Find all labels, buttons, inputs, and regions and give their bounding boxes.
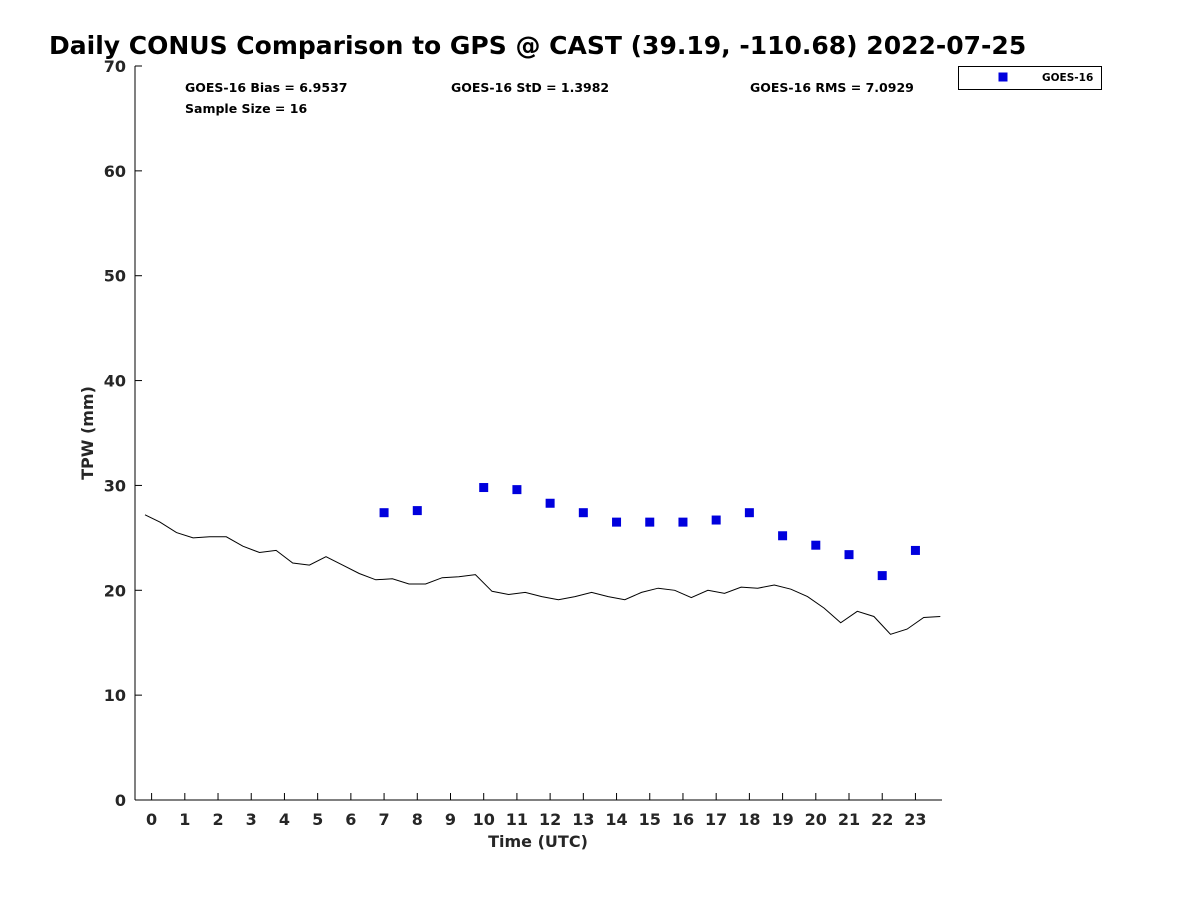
- x-tick-label: 23: [904, 810, 926, 829]
- legend-marker-goes16: [998, 72, 1008, 82]
- x-tick-label: 3: [246, 810, 257, 829]
- x-tick-label: 14: [605, 810, 627, 829]
- x-tick-label: 4: [279, 810, 290, 829]
- goes16-point: [645, 517, 655, 527]
- y-tick-label: 40: [104, 372, 126, 391]
- goes16-scatter-series: [379, 483, 920, 581]
- x-tick-label: 8: [412, 810, 423, 829]
- sample-size-stat: Sample Size = 16: [185, 101, 307, 116]
- goes16-point: [811, 540, 821, 550]
- x-tick-label: 5: [312, 810, 323, 829]
- goes16-point: [744, 508, 754, 518]
- x-tick-label: 17: [705, 810, 727, 829]
- gps-line-series: [144, 514, 941, 635]
- x-tick-label: 9: [445, 810, 456, 829]
- goes16-point: [910, 545, 920, 555]
- x-axis-ticks: 0 1 2 3 4 5 6 7 8 9 10 11 12 13 14 15 16 17 18 19 20 21 22 23: [146, 793, 927, 829]
- y-tick-label: 60: [104, 162, 126, 181]
- goes16-point: [545, 498, 555, 508]
- y-tick-label: 30: [104, 476, 126, 495]
- y-tick-label: 10: [104, 686, 126, 705]
- x-tick-label: 2: [212, 810, 223, 829]
- legend-label-goes16: GOES-16: [1042, 72, 1093, 84]
- x-tick-label: 10: [473, 810, 495, 829]
- y-axis-ticks: 0 10 20 30 40 50 60 70: [104, 57, 142, 810]
- x-tick-label: 15: [639, 810, 661, 829]
- x-tick-label: 6: [345, 810, 356, 829]
- x-tick-label: 22: [871, 810, 893, 829]
- bias-stat: GOES-16 Bias = 6.9537: [185, 80, 347, 95]
- chart-title: Daily CONUS Comparison to GPS @ CAST (39…: [49, 31, 1026, 60]
- goes16-point: [479, 483, 489, 493]
- x-tick-label: 0: [146, 810, 157, 829]
- goes16-point: [578, 508, 588, 518]
- legend-box: [958, 66, 1102, 90]
- x-tick-label: 11: [506, 810, 528, 829]
- x-tick-label: 16: [672, 810, 694, 829]
- std-stat: GOES-16 StD = 1.3982: [451, 80, 609, 95]
- x-axis-label: Time (UTC): [488, 832, 588, 851]
- goes16-point: [844, 550, 854, 560]
- x-tick-label: 20: [805, 810, 827, 829]
- y-axis-label: TPW (mm): [78, 386, 97, 480]
- x-tick-label: 21: [838, 810, 860, 829]
- x-tick-label: 12: [539, 810, 561, 829]
- x-tick-label: 13: [572, 810, 594, 829]
- rms-stat: GOES-16 RMS = 7.0929: [750, 80, 914, 95]
- goes16-point: [612, 517, 622, 527]
- goes16-point: [778, 531, 788, 541]
- goes16-point: [877, 571, 887, 581]
- goes16-point: [412, 506, 422, 516]
- x-tick-label: 18: [738, 810, 760, 829]
- x-tick-label: 19: [771, 810, 793, 829]
- y-tick-label: 20: [104, 581, 126, 600]
- goes16-point: [711, 515, 721, 525]
- goes16-point: [379, 508, 389, 518]
- gps-tpw-line: [144, 514, 941, 635]
- goes16-point: [512, 485, 522, 495]
- legend: GOES-16: [958, 66, 1102, 90]
- y-tick-label: 70: [104, 57, 126, 76]
- x-tick-label: 1: [179, 810, 190, 829]
- goes16-point: [678, 517, 688, 527]
- y-tick-label: 50: [104, 267, 126, 286]
- y-tick-label: 0: [115, 791, 126, 810]
- x-tick-label: 7: [379, 810, 390, 829]
